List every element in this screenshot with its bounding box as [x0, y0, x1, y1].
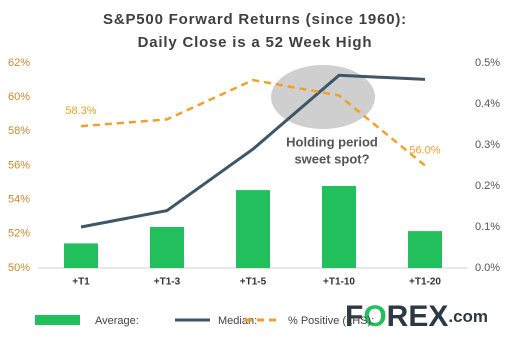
- legend-swatch: [35, 315, 80, 325]
- y-tick-label: 56%: [8, 159, 30, 171]
- y-tick-label: 50%: [8, 262, 30, 274]
- brand-part: .com: [448, 307, 488, 326]
- brand-logo: FOREX.com: [345, 300, 488, 333]
- annotation: Holding period: [286, 134, 378, 149]
- y-tick-label: 54%: [8, 194, 30, 206]
- y2-tick-label: 0.3%: [475, 139, 500, 151]
- x-tick-label: +T1-3: [154, 277, 181, 288]
- legend-label: % Positive (LHS):: [288, 315, 374, 327]
- x-tick-label: +T1: [72, 277, 90, 288]
- y2-tick-label: 0.1%: [475, 221, 500, 233]
- data-label: 58.3%: [65, 105, 96, 117]
- data-label: 56.0%: [409, 144, 440, 156]
- y-tick-label: 60%: [8, 91, 30, 103]
- y-tick-label: 62%: [8, 57, 30, 69]
- brand-part: F: [345, 300, 363, 333]
- bar: [236, 190, 270, 268]
- legend-label: Median:: [218, 315, 257, 327]
- y-tick-label: 58%: [8, 125, 30, 137]
- brand-part: O: [363, 300, 386, 333]
- bar: [150, 227, 184, 268]
- annotation: sweet spot?: [294, 151, 369, 166]
- y-tick-label: 52%: [8, 228, 30, 240]
- chart-title: Daily Close is a 52 Week High: [138, 34, 373, 51]
- y2-tick-label: 0.2%: [475, 180, 500, 192]
- y2-tick-label: 0.5%: [475, 57, 500, 69]
- x-tick-label: +T1-20: [409, 277, 441, 288]
- brand-part: REX: [387, 300, 449, 333]
- bar: [408, 231, 442, 268]
- y2-tick-label: 0.4%: [475, 98, 500, 110]
- line: [80, 78, 426, 167]
- legend-label: Average:: [95, 315, 139, 327]
- x-tick-label: +T1-5: [240, 277, 267, 288]
- bar: [322, 186, 356, 268]
- chart-title: S&P500 Forward Returns (since 1960):: [103, 11, 407, 28]
- line: [80, 73, 426, 229]
- bar: [64, 243, 98, 268]
- x-tick-label: +T1-10: [323, 277, 355, 288]
- y2-tick-label: 0.0%: [475, 262, 500, 274]
